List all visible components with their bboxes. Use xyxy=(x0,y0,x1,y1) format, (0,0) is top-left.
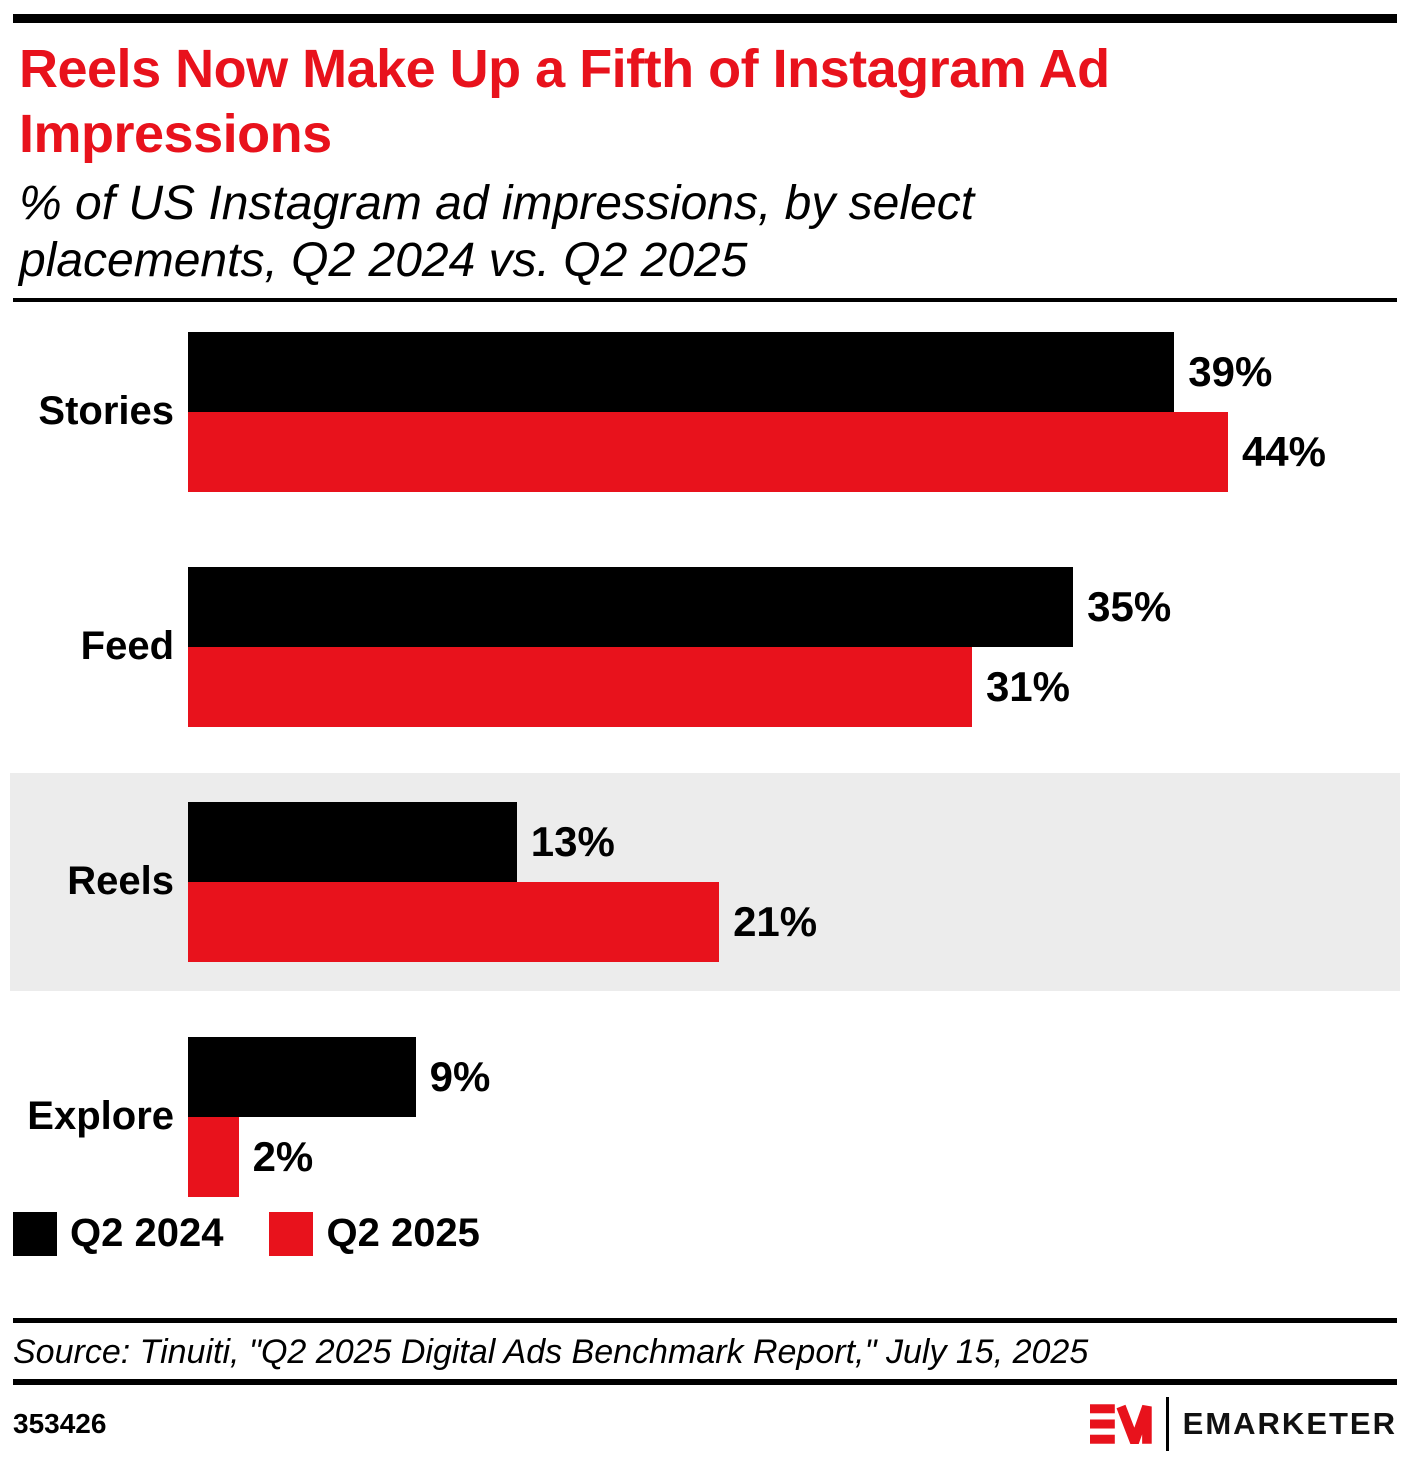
category-label-reels: Reels xyxy=(67,859,174,904)
value-label-stories-q2-2025: 44% xyxy=(1241,427,1326,475)
value-label-stories-q2-2024: 39% xyxy=(1188,347,1273,395)
footer: 353426 EMARKETER xyxy=(13,1395,1397,1453)
em-mark-icon xyxy=(1089,1403,1152,1444)
value-label-feed-q2-2024: 35% xyxy=(1087,582,1172,630)
chart-subtitle: % of US Instagram ad impressions, by sel… xyxy=(19,176,975,288)
top-rule xyxy=(13,14,1397,23)
chart-row-reels: Reels 13% 21% xyxy=(10,772,1400,991)
emarketer-logo: EMARKETER xyxy=(1089,1396,1397,1451)
value-label-explore-q2-2024: 9% xyxy=(429,1052,491,1100)
chart-title: Reels Now Make Up a Fifth of Instagram A… xyxy=(19,39,1110,164)
value-label-feed-q2-2025: 31% xyxy=(985,662,1071,710)
bars-feed: 35% 31% xyxy=(188,566,1326,727)
category-label-explore: Explore xyxy=(27,1094,174,1139)
brand-wordmark: EMARKETER xyxy=(1182,1405,1397,1441)
legend-item-q2-2024: Q2 2024 xyxy=(13,1211,223,1256)
bar-reels-q2-2025 xyxy=(188,881,720,962)
header-divider xyxy=(13,297,1397,302)
bar-stories-q2-2024 xyxy=(188,331,1175,412)
legend-label-q2-2024: Q2 2024 xyxy=(70,1211,224,1256)
bar-explore-q2-2025 xyxy=(188,1116,239,1197)
legend-label-q2-2025: Q2 2025 xyxy=(326,1211,480,1256)
bar-feed-q2-2024 xyxy=(188,566,1074,647)
source-divider-top xyxy=(13,1317,1397,1323)
value-label-explore-q2-2025: 2% xyxy=(252,1132,314,1180)
value-label-reels-q2-2025: 21% xyxy=(733,897,818,945)
chart-id: 353426 xyxy=(13,1407,107,1439)
bar-feed-q2-2025 xyxy=(188,646,972,727)
source-note: Source: Tinuiti, "Q2 2025 Digital Ads Be… xyxy=(13,1332,1089,1371)
legend-swatch-q2-2025 xyxy=(269,1211,314,1256)
bars-stories: 39% 44% xyxy=(188,331,1326,492)
category-label-stories: Stories xyxy=(38,389,174,434)
logo-separator xyxy=(1165,1396,1169,1451)
legend-item-q2-2025: Q2 2025 xyxy=(269,1211,480,1256)
chart-row-explore: Explore 9% 2% xyxy=(13,1036,1397,1197)
chart-row-feed: Feed 35% 31% xyxy=(13,566,1397,727)
legend: Q2 2024 Q2 2025 xyxy=(13,1211,1397,1256)
bar-explore-q2-2024 xyxy=(188,1036,416,1117)
chart-page: Reels Now Make Up a Fifth of Instagram A… xyxy=(0,14,1410,1453)
legend-swatch-q2-2024 xyxy=(13,1211,57,1256)
source-divider-bottom xyxy=(13,1378,1397,1385)
chart-row-stories: Stories 39% 44% xyxy=(13,331,1397,492)
bars-explore: 9% 2% xyxy=(188,1036,1326,1197)
category-label-feed: Feed xyxy=(80,624,174,669)
bars-reels: 13% 21% xyxy=(188,801,1326,962)
bar-chart: Stories 39% 44% Feed 35% xyxy=(10,331,1400,1197)
bar-reels-q2-2024 xyxy=(188,801,517,882)
bar-stories-q2-2025 xyxy=(188,411,1228,492)
value-label-reels-q2-2024: 13% xyxy=(530,817,615,865)
